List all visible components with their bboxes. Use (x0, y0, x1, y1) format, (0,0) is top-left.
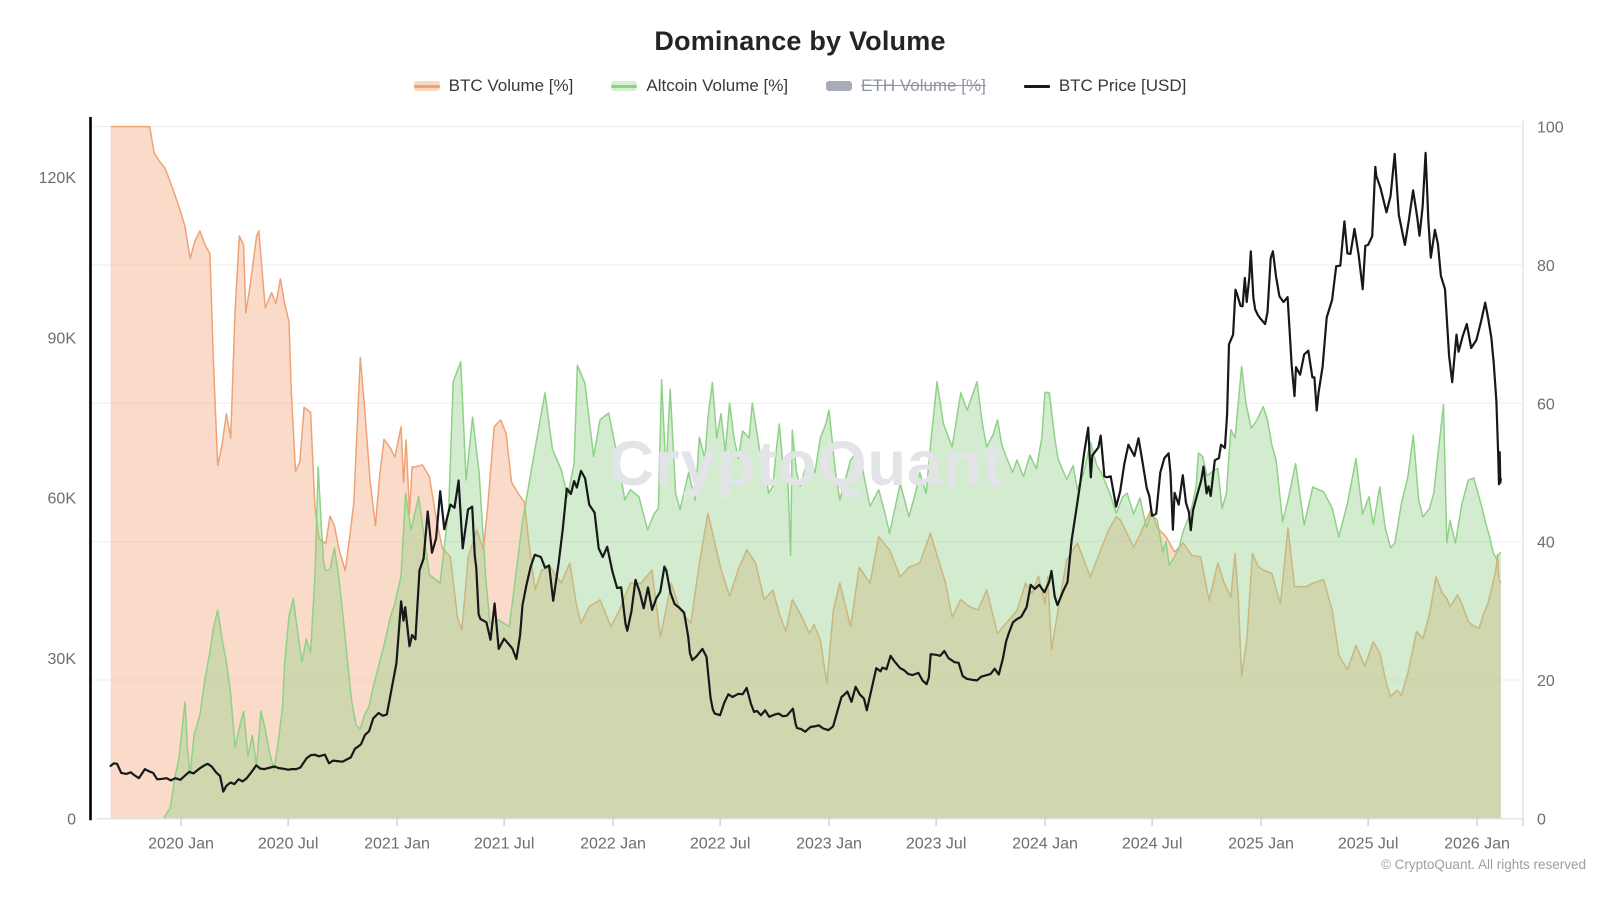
x-axis-tick-label: 2024 Jul (1122, 835, 1183, 852)
x-axis-tick-label: 2020 Jan (148, 835, 214, 852)
legend-item-btc-price[interactable]: BTC Price [USD] (1023, 76, 1187, 96)
y-axis-right-tick-label: 60 (1537, 396, 1555, 413)
y-axis-left-tick-label: 90K (48, 330, 77, 347)
btc-volume-swatch-icon (413, 81, 440, 91)
x-axis-tick-label: 2022 Jan (580, 835, 646, 852)
y-axis-right-tick-label: 40 (1537, 535, 1555, 552)
x-axis-tick-label: 2023 Jul (906, 835, 967, 852)
y-axis-right-tick-label: 20 (1537, 673, 1555, 690)
x-axis-tick-label: 2025 Jul (1338, 835, 1399, 852)
x-axis-tick-label: 2021 Jul (474, 835, 535, 852)
x-axis-tick-label: 2024 Jan (1012, 835, 1078, 852)
area-outline (110, 125, 1502, 698)
y-axis-left-tick-label: 30K (48, 651, 77, 668)
legend-item-eth-volume[interactable]: ETH Volume [%] (826, 76, 986, 96)
legend-label-disabled: ETH Volume [%] (861, 76, 986, 95)
x-axis-tick-label: 2026 Jan (1444, 835, 1510, 852)
btc-price-line (109, 151, 1502, 793)
legend-label: BTC Price [USD] (1058, 76, 1187, 95)
legend-item-btc-volume[interactable]: BTC Volume [%] (413, 76, 574, 96)
copyright-footer: © CryptoQuant. All rights reserved (1380, 857, 1586, 872)
altcoin-volume-area (163, 361, 1501, 819)
btc-volume-area (110, 126, 1501, 819)
y-axis-left-tick-label: 60K (48, 491, 77, 508)
altcoin-volume-swatch-icon (611, 81, 638, 91)
area-outline (163, 361, 1502, 819)
x-axis-tick-label: 2022 Jul (690, 835, 751, 852)
btc-price-line-icon (1023, 84, 1050, 88)
eth-volume-swatch-icon (826, 81, 853, 91)
y-axis-right-tick-label: 80 (1537, 258, 1555, 275)
x-axis-tick-label: 2025 Jan (1228, 835, 1294, 852)
legend-item-altcoin-volume[interactable]: Altcoin Volume [%] (611, 76, 788, 96)
y-axis-right-tick-label: 100 (1537, 120, 1564, 137)
x-axis-tick-label: 2020 Jul (258, 835, 319, 852)
y-axis-left-tick-label: 0 (67, 811, 76, 828)
chart-legend: BTC Volume [%] Altcoin Volume [%] ETH Vo… (0, 76, 1600, 96)
y-axis-right-tick-label: 0 (1537, 811, 1546, 828)
legend-label: BTC Volume [%] (448, 76, 574, 95)
y-axis-left-tick-label: 120K (39, 170, 77, 187)
x-axis-tick-label: 2021 Jan (364, 835, 430, 852)
page-title: Dominance by Volume (654, 26, 946, 56)
legend-label: Altcoin Volume [%] (646, 76, 789, 95)
x-axis-tick-label: 2023 Jan (796, 835, 862, 852)
